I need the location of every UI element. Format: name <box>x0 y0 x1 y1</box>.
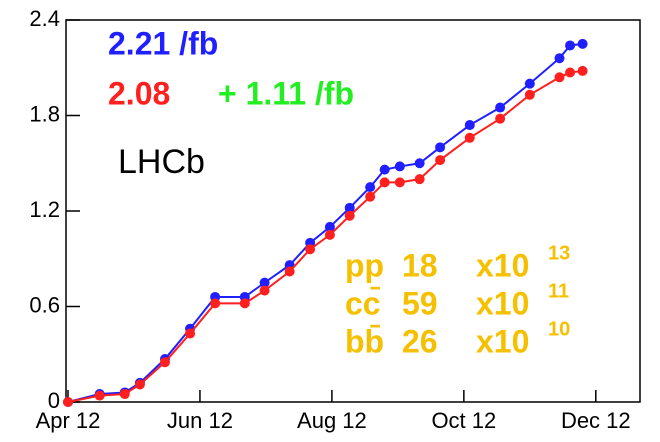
count-exponent: 10 <box>548 318 570 340</box>
y-tick-label: 1.2 <box>29 197 60 222</box>
data-point <box>554 53 565 64</box>
data-point <box>365 191 376 202</box>
data-point <box>565 67 576 78</box>
data-point <box>394 177 405 188</box>
data-point <box>119 389 130 400</box>
count-base: x10 <box>476 323 529 359</box>
data-point <box>414 174 425 185</box>
data-point <box>554 72 565 83</box>
data-point <box>464 120 475 131</box>
series-line <box>67 69 583 403</box>
x-tick-label: Oct 12 <box>431 408 496 433</box>
data-point <box>284 266 295 277</box>
data-point <box>239 298 250 309</box>
data-point <box>394 161 405 172</box>
data-point <box>495 102 506 113</box>
data-point <box>464 132 475 143</box>
data-point <box>134 379 145 390</box>
count-base: x10 <box>476 285 529 321</box>
data-point <box>435 155 446 166</box>
data-point <box>63 397 73 407</box>
data-point <box>259 277 270 288</box>
legend-recorded: 2.08 <box>108 75 170 111</box>
y-tick-label: 1.8 <box>29 101 60 126</box>
data-point <box>577 38 588 49</box>
x-tick-label: Dec 12 <box>561 408 631 433</box>
data-point <box>344 210 355 221</box>
data-point <box>159 357 170 368</box>
count-number: 26 <box>402 323 438 359</box>
data-point <box>185 328 196 339</box>
data-point <box>344 202 355 213</box>
y-tick-label: 2.4 <box>29 6 60 31</box>
legend-delivered: 2.21 /fb <box>108 25 218 61</box>
count-particle: pp <box>345 247 384 283</box>
data-point <box>210 298 221 309</box>
data-point <box>324 221 335 232</box>
count-number: 59 <box>402 285 438 321</box>
count-number: 18 <box>402 247 438 283</box>
experiment-label: LHCb <box>118 143 205 181</box>
data-point <box>365 182 376 193</box>
count-particle: cc̄ <box>345 285 381 321</box>
data-point <box>379 177 390 188</box>
data-point <box>259 285 270 296</box>
x-tick-label: Apr 12 <box>36 408 101 433</box>
count-exponent: 11 <box>548 280 569 302</box>
data-point <box>324 229 335 240</box>
data-point <box>414 158 425 169</box>
data-point <box>524 89 535 100</box>
data-point <box>94 390 105 401</box>
data-point <box>435 142 446 153</box>
data-point <box>379 164 390 175</box>
y-tick-label: 0.6 <box>29 292 60 317</box>
data-point <box>565 40 576 51</box>
count-particle: bb̄ <box>345 323 384 359</box>
count-exponent: 13 <box>548 242 570 264</box>
y-tick-label: 0 <box>48 388 60 413</box>
x-tick-label: Aug 12 <box>297 408 367 433</box>
extra-luminosity: + 1.11 /fb <box>218 75 354 111</box>
data-point <box>524 78 535 89</box>
data-point <box>577 65 588 76</box>
data-point <box>305 244 316 255</box>
data-point <box>495 113 506 124</box>
x-tick-label: Jun 12 <box>167 408 233 433</box>
count-base: x10 <box>476 247 529 283</box>
